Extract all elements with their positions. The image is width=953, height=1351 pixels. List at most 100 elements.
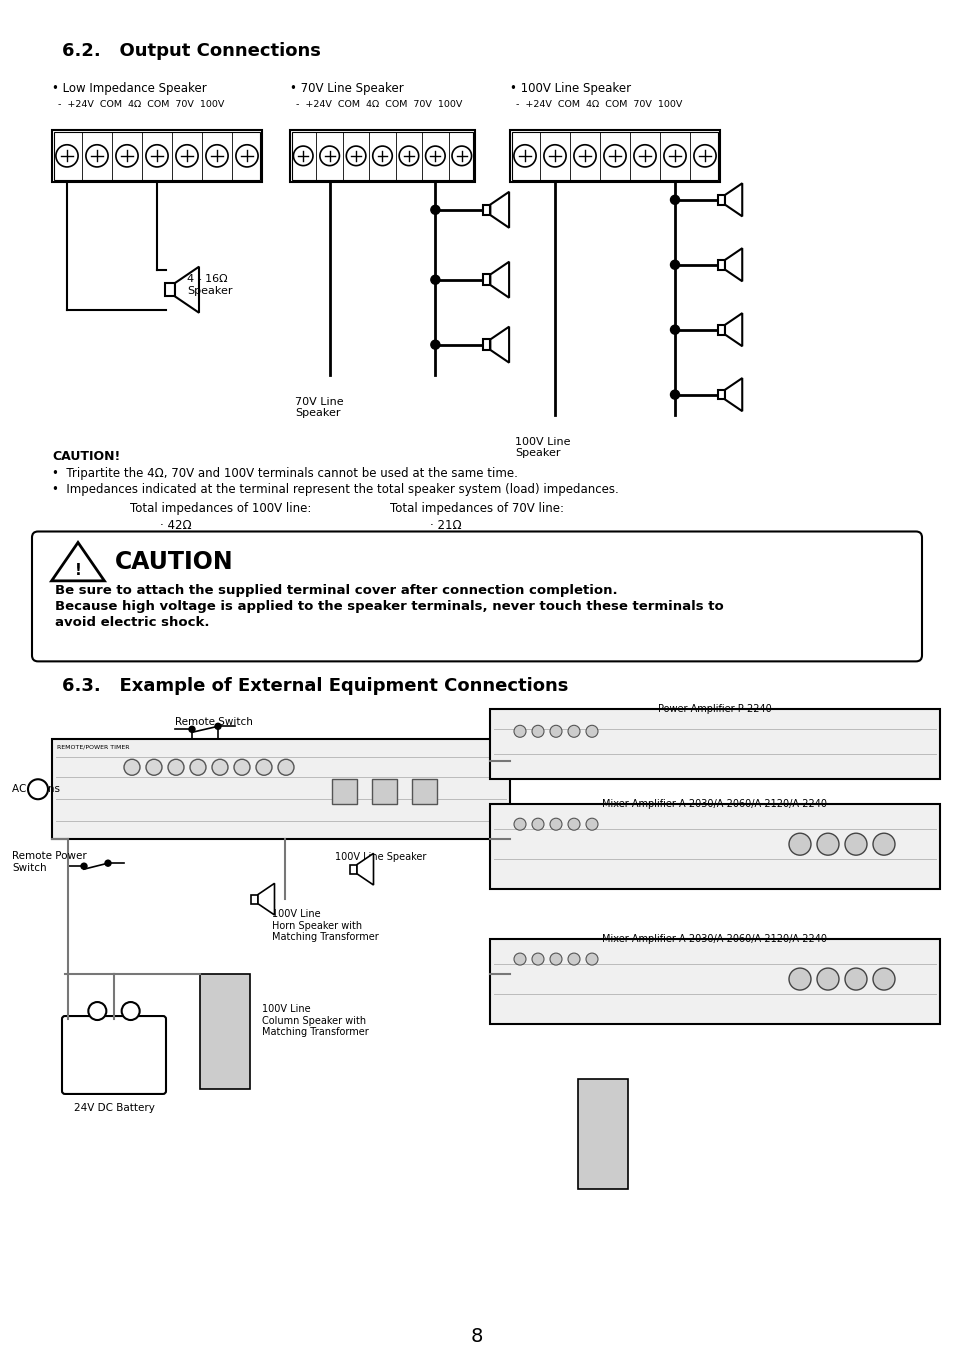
Bar xyxy=(490,709,939,780)
FancyBboxPatch shape xyxy=(52,739,510,839)
Circle shape xyxy=(431,276,439,284)
Bar xyxy=(482,274,490,285)
Text: 70V Line
Speaker: 70V Line Speaker xyxy=(294,397,343,419)
Circle shape xyxy=(89,1002,106,1020)
Circle shape xyxy=(81,863,87,869)
Circle shape xyxy=(146,759,162,775)
FancyBboxPatch shape xyxy=(62,1016,166,1094)
Bar xyxy=(718,390,724,400)
Text: · 42Ω: · 42Ω xyxy=(160,519,192,531)
Circle shape xyxy=(670,390,679,399)
Text: 100V Line
Horn Speaker with
Matching Transformer: 100V Line Horn Speaker with Matching Tra… xyxy=(272,909,378,943)
Circle shape xyxy=(214,723,221,730)
Text: Mixer Amplifier A-2030/A-2060/A-2120/A-2240: Mixer Amplifier A-2030/A-2060/A-2120/A-2… xyxy=(602,800,826,809)
Circle shape xyxy=(585,725,598,738)
Bar xyxy=(350,865,356,874)
Circle shape xyxy=(206,145,228,168)
Circle shape xyxy=(514,952,525,965)
FancyBboxPatch shape xyxy=(32,531,921,662)
Circle shape xyxy=(431,205,439,215)
Circle shape xyxy=(115,145,138,168)
Text: · 21Ω: · 21Ω xyxy=(430,519,461,531)
Text: 8: 8 xyxy=(471,1327,482,1346)
Circle shape xyxy=(56,145,78,168)
Polygon shape xyxy=(724,184,741,216)
Circle shape xyxy=(425,146,445,166)
Circle shape xyxy=(788,969,810,990)
Circle shape xyxy=(190,759,206,775)
Text: CAUTION: CAUTION xyxy=(115,550,233,574)
Text: Remote Power
Switch: Remote Power Switch xyxy=(12,851,87,873)
Bar xyxy=(718,324,724,335)
Circle shape xyxy=(567,725,579,738)
Text: Mixer Amplifier A-2030/A-2060/A-2120/A-2240: Mixer Amplifier A-2030/A-2060/A-2120/A-2… xyxy=(602,934,826,944)
Circle shape xyxy=(255,759,272,775)
Circle shape xyxy=(124,759,140,775)
Text: •  Tripartite the 4Ω, 70V and 100V terminals cannot be used at the same time.: • Tripartite the 4Ω, 70V and 100V termin… xyxy=(52,466,517,480)
Text: Be sure to attach the supplied terminal cover after connection completion.: Be sure to attach the supplied terminal … xyxy=(55,585,617,597)
Circle shape xyxy=(514,145,536,168)
Bar xyxy=(332,780,356,804)
Text: REMOTE/POWER TIMER: REMOTE/POWER TIMER xyxy=(57,744,130,750)
Circle shape xyxy=(532,725,543,738)
Circle shape xyxy=(585,819,598,831)
Circle shape xyxy=(872,969,894,990)
Bar xyxy=(372,780,396,804)
Text: 4 - 16Ω
Speaker: 4 - 16Ω Speaker xyxy=(187,274,233,296)
Bar xyxy=(482,204,490,215)
Circle shape xyxy=(633,145,656,168)
Circle shape xyxy=(844,969,866,990)
Circle shape xyxy=(105,861,111,866)
Circle shape xyxy=(122,1002,139,1020)
Text: 100V Line
Column Speaker with
Matching Transformer: 100V Line Column Speaker with Matching T… xyxy=(262,1004,369,1038)
Circle shape xyxy=(670,261,679,269)
Polygon shape xyxy=(724,249,741,281)
Text: • Low Impedance Speaker: • Low Impedance Speaker xyxy=(52,82,207,95)
Text: 24V DC Battery: 24V DC Battery xyxy=(73,1102,154,1113)
Circle shape xyxy=(235,145,258,168)
Circle shape xyxy=(319,146,339,166)
Bar xyxy=(490,804,939,889)
Circle shape xyxy=(514,819,525,831)
Bar xyxy=(510,130,720,182)
Text: Because high voltage is applied to the speaker terminals, never touch these term: Because high voltage is applied to the s… xyxy=(55,600,723,613)
Circle shape xyxy=(574,145,596,168)
Circle shape xyxy=(532,819,543,831)
Polygon shape xyxy=(490,327,509,362)
Circle shape xyxy=(816,969,838,990)
Circle shape xyxy=(567,819,579,831)
Bar xyxy=(512,132,718,180)
Polygon shape xyxy=(724,313,741,346)
Text: !: ! xyxy=(74,563,81,578)
Circle shape xyxy=(86,145,108,168)
Polygon shape xyxy=(51,543,104,581)
Circle shape xyxy=(844,834,866,855)
Bar xyxy=(718,259,724,270)
Circle shape xyxy=(550,952,561,965)
Bar xyxy=(290,130,475,182)
Circle shape xyxy=(514,725,525,738)
Polygon shape xyxy=(490,262,509,297)
Circle shape xyxy=(373,146,392,166)
Bar xyxy=(292,132,473,180)
Text: • 70V Line Speaker: • 70V Line Speaker xyxy=(290,82,403,95)
Bar xyxy=(578,1079,627,1189)
Circle shape xyxy=(816,834,838,855)
Text: Remote Switch: Remote Switch xyxy=(174,717,253,727)
Text: AC Mains: AC Mains xyxy=(12,784,60,794)
Circle shape xyxy=(146,145,168,168)
Text: 100V Line
Speaker: 100V Line Speaker xyxy=(515,436,570,458)
Circle shape xyxy=(28,780,48,800)
Circle shape xyxy=(585,952,598,965)
Circle shape xyxy=(670,196,679,204)
Text: -  +24V  COM  4Ω  COM  70V  100V: - +24V COM 4Ω COM 70V 100V xyxy=(52,100,224,109)
Circle shape xyxy=(567,952,579,965)
Bar xyxy=(52,130,262,182)
Polygon shape xyxy=(356,854,374,885)
Bar xyxy=(490,939,939,1024)
Text: -  +24V  COM  4Ω  COM  70V  100V: - +24V COM 4Ω COM 70V 100V xyxy=(510,100,681,109)
Polygon shape xyxy=(724,378,741,411)
Text: Total impedances of 70V line:: Total impedances of 70V line: xyxy=(390,501,563,515)
Polygon shape xyxy=(174,266,199,312)
Bar xyxy=(412,780,436,804)
